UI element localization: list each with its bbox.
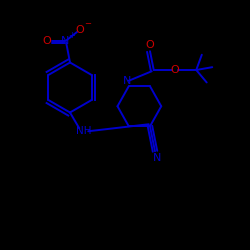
Text: +: + xyxy=(68,31,75,40)
Text: O: O xyxy=(170,65,179,75)
Text: N: N xyxy=(153,153,162,163)
Text: N: N xyxy=(61,36,69,46)
Text: O: O xyxy=(42,36,51,46)
Text: O: O xyxy=(76,24,84,34)
Text: −: − xyxy=(84,19,91,28)
Text: NH: NH xyxy=(76,126,92,136)
Text: N: N xyxy=(123,76,132,86)
Text: O: O xyxy=(145,40,154,50)
